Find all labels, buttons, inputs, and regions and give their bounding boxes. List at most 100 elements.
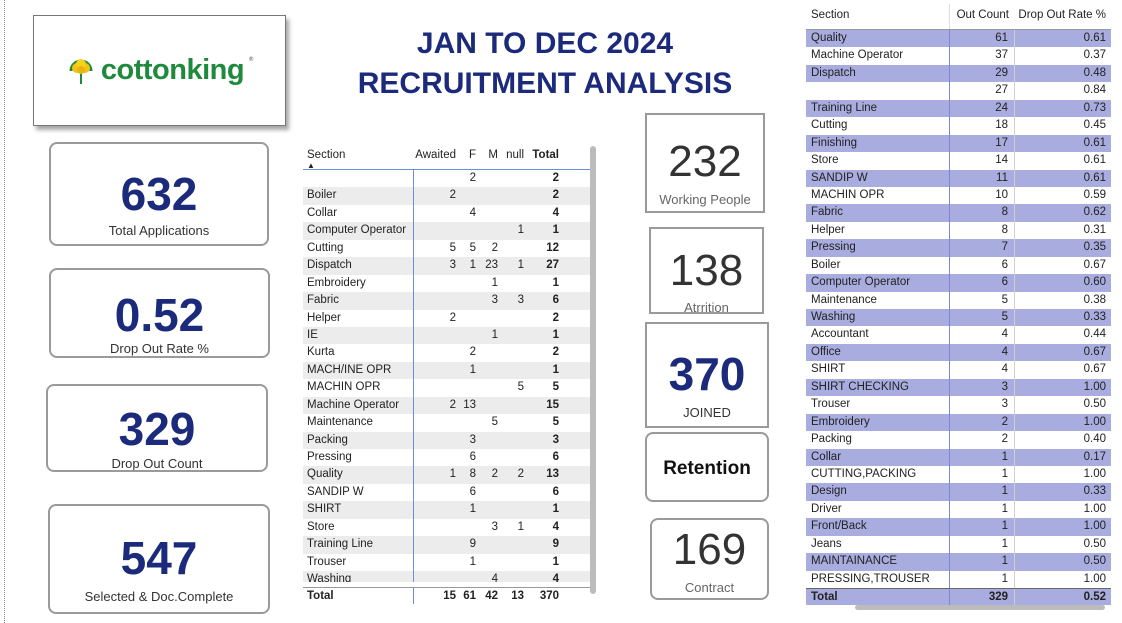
table-row[interactable]: Office 4 0.67 (806, 343, 1111, 362)
table-row[interactable]: MACHIN OPR 10 0.59 (806, 186, 1111, 205)
cell-total: 1 (552, 224, 559, 237)
header-section[interactable]: Section (806, 4, 950, 29)
table-row[interactable]: SANDIP W 6 6 (303, 483, 593, 502)
table-row[interactable]: Maintenance 5 0.38 (806, 291, 1111, 309)
table-row[interactable]: Pressing 6 6 (303, 449, 593, 467)
cell-out-count: 24 (950, 99, 1015, 118)
table-row[interactable]: Machine Operator 37 0.37 (806, 47, 1111, 65)
cell-awaited (414, 275, 460, 292)
cell-out-count: 1 (950, 518, 1015, 536)
cell-m (476, 379, 498, 396)
retention-card[interactable]: Retention (645, 432, 769, 502)
table-row[interactable]: Helper 8 0.31 (806, 221, 1111, 240)
cell-m (476, 484, 498, 501)
header-total[interactable]: Total (532, 149, 559, 161)
table-row[interactable]: MACH/INE OPR 1 1 (303, 361, 593, 380)
sort-ascending-icon[interactable]: ▲ (307, 161, 315, 170)
header-out-count[interactable]: Out Count (956, 9, 1009, 21)
table-row[interactable]: Store 14 0.61 (806, 152, 1111, 170)
table-row[interactable]: Packing 3 3 (303, 431, 593, 449)
kpi-selected-doc-complete[interactable]: 547 Selected & Doc.Complete (48, 504, 270, 614)
table-row[interactable]: Cutting 5 5 2 12 (303, 239, 593, 258)
header-f[interactable]: F (468, 149, 476, 161)
cell-section: Computer Operator (303, 222, 414, 240)
table-row[interactable]: 27 0.84 (806, 82, 1111, 100)
table-row[interactable]: SHIRT CHECKING 3 1.00 (806, 378, 1111, 397)
table-row[interactable]: Dispatch 29 0.48 (806, 64, 1111, 83)
table-row[interactable]: Store 3 1 4 (303, 518, 593, 537)
table-row[interactable]: Pressing 7 0.35 (806, 239, 1111, 257)
header-m[interactable]: M (488, 149, 498, 161)
table-row[interactable]: Boiler 6 0.67 (806, 256, 1111, 275)
table-row[interactable]: Trouser 1 1 (303, 553, 593, 572)
table-row[interactable]: SHIRT 4 0.67 (806, 361, 1111, 379)
kpi-drop-out-rate[interactable]: 0.52 Drop Out Rate % (49, 268, 270, 358)
table-row[interactable]: Fabric 8 0.62 (806, 204, 1111, 222)
kpi-drop-out-count[interactable]: 329 Drop Out Count (46, 384, 268, 472)
cell-section: Cutting (806, 117, 950, 135)
table-row[interactable]: Trouser 3 0.50 (806, 396, 1111, 414)
table-row[interactable]: Quality 61 0.61 (806, 30, 1111, 48)
table-row[interactable]: Quality 1 8 2 2 13 (303, 466, 593, 484)
cell-section: Trouser (806, 396, 950, 414)
table-row[interactable]: Washing 4 4 (303, 571, 593, 582)
table-row[interactable]: Finishing 17 0.61 (806, 134, 1111, 153)
cell-out-count: 3 (950, 396, 1015, 414)
kpi-label: Drop Out Rate % (110, 341, 209, 356)
table-row[interactable]: Training Line 24 0.73 (806, 99, 1111, 118)
cell-section: Dispatch (806, 64, 950, 83)
table-row[interactable]: Fabric 3 3 6 (303, 292, 593, 310)
table-row[interactable]: Embroidery 1 1 (303, 274, 593, 293)
kpi-total-applications[interactable]: 632 Total Applications (49, 142, 269, 246)
table-row[interactable]: Collar 4 4 (303, 204, 593, 223)
table-row[interactable]: SHIRT 1 1 (303, 501, 593, 519)
header-awaited[interactable]: Awaited (415, 149, 456, 161)
table-row[interactable]: Dispatch 3 1 23 1 27 (303, 257, 593, 275)
table-row[interactable]: MAINTAINANCE 1 0.50 (806, 553, 1111, 571)
header-section[interactable]: Section ▲ (303, 142, 414, 170)
table-row[interactable]: PRESSING,TROUSER 1 1.00 (806, 570, 1111, 588)
kpi-contract[interactable]: 169 Contract (650, 518, 769, 600)
header-null[interactable]: null (506, 149, 524, 161)
cell-drop-rate: 0.61 (1083, 154, 1106, 167)
table-row[interactable]: Washing 5 0.33 (806, 309, 1111, 327)
cell-section: Fabric (806, 204, 950, 222)
cell-null (498, 362, 524, 379)
cell-out-count: 6 (950, 274, 1015, 292)
table-row[interactable]: Cutting 18 0.45 (806, 117, 1111, 135)
table-row[interactable]: IE 1 1 (303, 326, 593, 345)
table-row[interactable]: Embroidery 2 1.00 (806, 413, 1111, 432)
table-row[interactable]: Jeans 1 0.50 (806, 535, 1111, 554)
table-row[interactable]: CUTTING,PACKING 1 1.00 (806, 465, 1111, 484)
table-row[interactable]: Accountant 4 0.44 (806, 326, 1111, 344)
kpi-working-people[interactable]: 232 Working People (645, 113, 765, 213)
cell-f: 9 (469, 538, 476, 551)
retention-label: Retention (663, 458, 751, 479)
kpi-joined[interactable]: 370 JOINED (645, 322, 769, 428)
cell-m (476, 362, 498, 379)
pivot-vertical-scrollbar[interactable] (590, 146, 596, 594)
kpi-attrition[interactable]: 138 Atrrition (649, 227, 764, 314)
cell-null (498, 571, 524, 582)
table-row[interactable]: Machine Operator 2 13 15 (303, 396, 593, 415)
table-row[interactable]: MACHIN OPR 5 5 (303, 379, 593, 397)
table-row[interactable]: Helper 2 2 (303, 309, 593, 327)
table-row[interactable]: Collar 1 0.17 (806, 448, 1111, 466)
table-row[interactable]: Front/Back 1 1.00 (806, 518, 1111, 536)
table-row[interactable]: Training Line 9 9 (303, 536, 593, 554)
header-drop-rate[interactable]: Drop Out Rate % (1018, 9, 1106, 21)
table-row[interactable]: Packing 2 0.40 (806, 431, 1111, 449)
dropout-horizontal-scrollbar[interactable] (855, 605, 1105, 610)
table-row[interactable]: SANDIP W 11 0.61 (806, 169, 1111, 187)
cell-section: Collar (806, 448, 950, 466)
table-row[interactable]: Computer Operator 1 1 (303, 222, 593, 240)
table-row[interactable]: Boiler 2 2 (303, 187, 593, 205)
table-row[interactable]: Maintenance 5 5 (303, 414, 593, 432)
table-row[interactable]: Driver 1 1.00 (806, 500, 1111, 519)
table-row[interactable]: Kurta 2 2 (303, 344, 593, 362)
cell-null (498, 327, 524, 344)
table-row[interactable]: Computer Operator 6 0.60 (806, 274, 1111, 292)
table-row[interactable]: Design 1 0.33 (806, 483, 1111, 501)
